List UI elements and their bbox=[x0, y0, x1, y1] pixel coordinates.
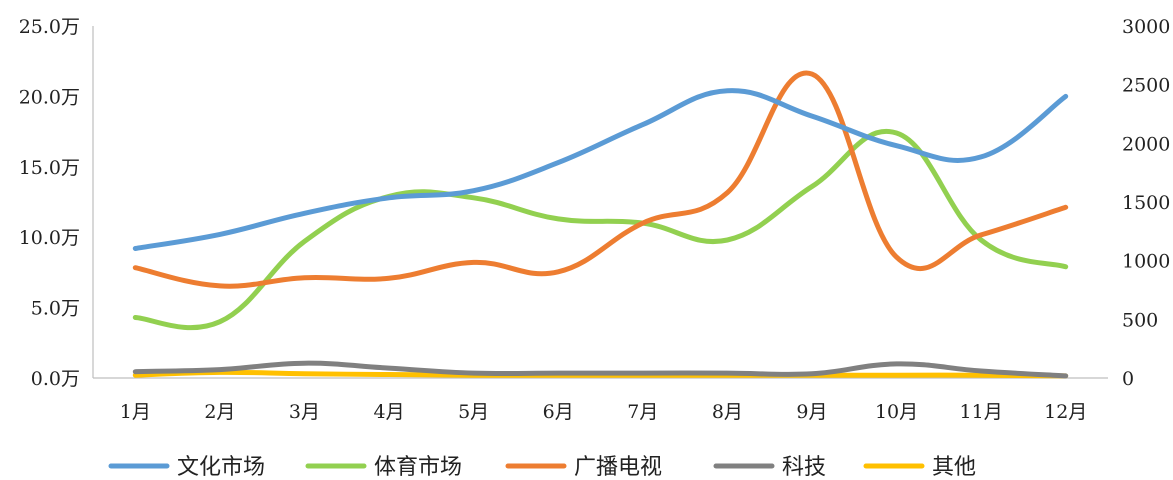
right-y-tick-label: 3000 bbox=[1122, 16, 1170, 38]
x-tick-label: 1月 bbox=[120, 401, 151, 423]
x-tick-label: 6月 bbox=[543, 401, 574, 423]
right-y-tick-label: 0 bbox=[1122, 368, 1134, 390]
left-y-tick-label: 20.0万 bbox=[19, 86, 80, 108]
left-y-tick-label: 5.0万 bbox=[31, 298, 80, 320]
left-y-axis-ticks: 0.0万 5.0万 10.0万 15.0万 20.0万 25.0万 bbox=[19, 16, 80, 390]
x-tick-label: 9月 bbox=[796, 401, 827, 423]
legend-label: 其他 bbox=[932, 455, 976, 480]
x-tick-label: 11月 bbox=[960, 401, 1003, 423]
right-y-tick-label: 1000 bbox=[1122, 251, 1170, 273]
right-y-axis-ticks: 0 500 1000 1500 2000 2500 3000 bbox=[1122, 16, 1170, 390]
legend-label: 广播电视 bbox=[574, 455, 662, 480]
right-y-tick-label: 2000 bbox=[1122, 133, 1170, 155]
left-y-tick-label: 10.0万 bbox=[19, 227, 80, 249]
left-y-tick-label: 0.0万 bbox=[31, 368, 80, 390]
legend: 文化市场 体育市场 广播电视 科技 其他 bbox=[108, 455, 976, 480]
left-y-tick-label: 25.0万 bbox=[19, 16, 80, 38]
right-y-tick-label: 500 bbox=[1122, 309, 1158, 331]
x-axis-ticks: 1月 2月 3月 4月 5月 6月 7月 8月 9月 10月 11月 12月 bbox=[120, 401, 1088, 423]
right-y-tick-label: 1500 bbox=[1122, 192, 1170, 214]
x-tick-label: 8月 bbox=[712, 401, 743, 423]
x-tick-label: 4月 bbox=[373, 401, 404, 423]
legend-label: 文化市场 bbox=[177, 455, 265, 480]
x-tick-label: 5月 bbox=[458, 401, 489, 423]
x-tick-label: 7月 bbox=[627, 401, 658, 423]
series-line-2 bbox=[132, 70, 1069, 289]
x-tick-label: 2月 bbox=[204, 401, 235, 423]
right-y-tick-label: 2500 bbox=[1122, 75, 1170, 97]
series-lines bbox=[132, 70, 1069, 379]
series-line-1 bbox=[132, 128, 1069, 331]
left-y-tick-label: 15.0万 bbox=[19, 157, 80, 179]
legend-label: 科技 bbox=[782, 455, 826, 480]
series-line-3 bbox=[132, 360, 1069, 379]
series-line-0 bbox=[132, 88, 1069, 251]
x-tick-label: 10月 bbox=[875, 401, 918, 423]
legend-label: 体育市场 bbox=[374, 455, 462, 480]
x-tick-label: 3月 bbox=[289, 401, 320, 423]
x-tick-label: 12月 bbox=[1044, 401, 1087, 423]
